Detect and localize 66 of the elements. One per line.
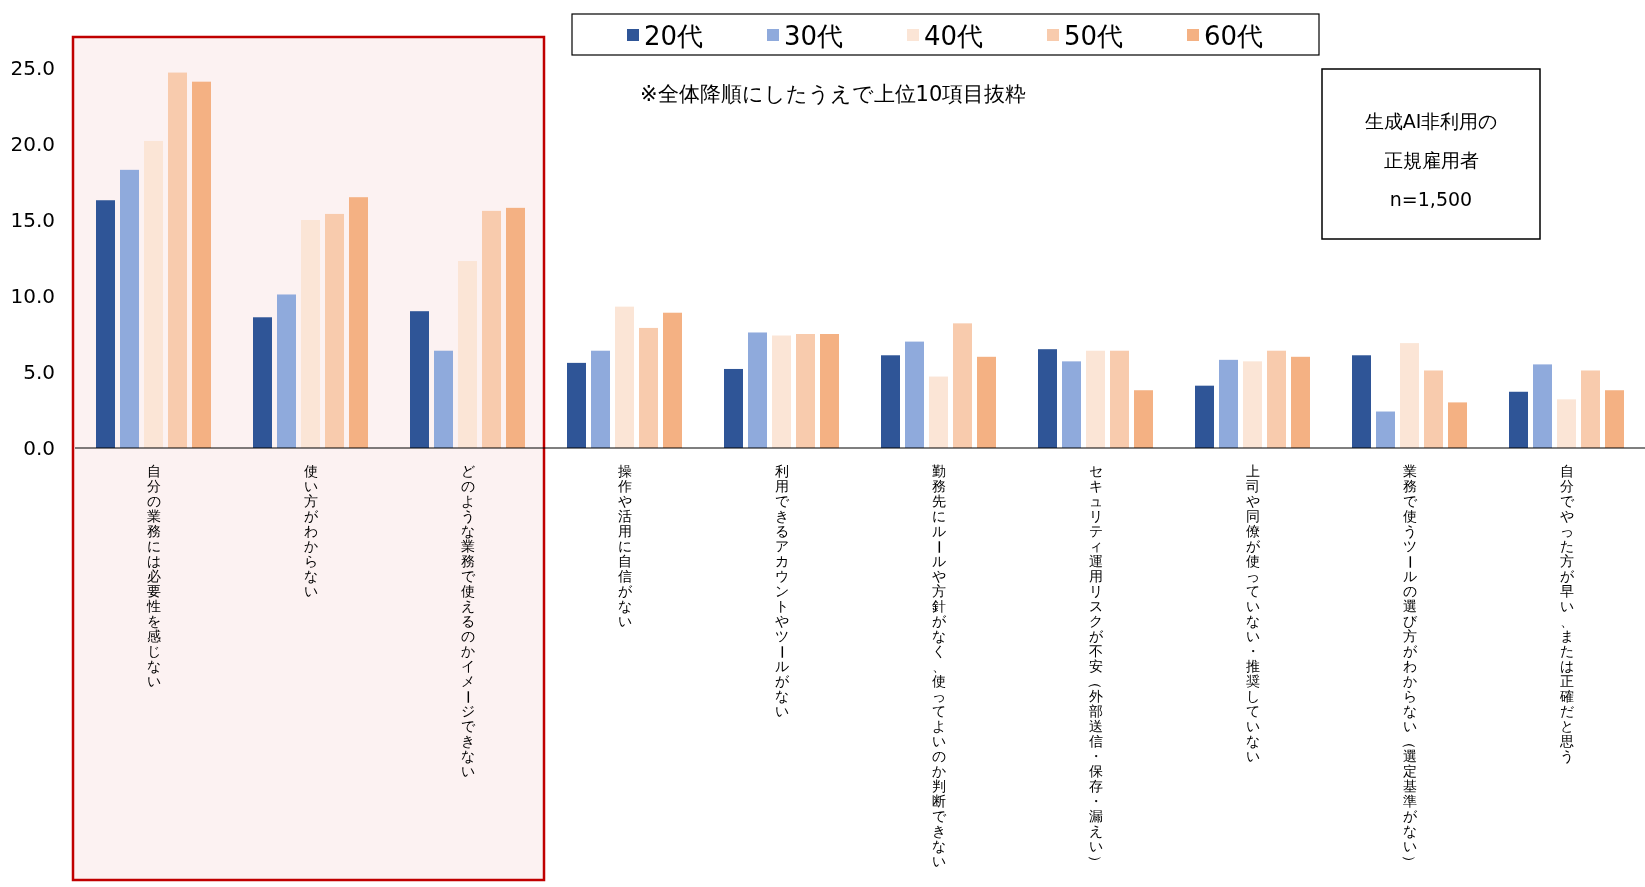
bar <box>434 350 453 448</box>
bar <box>977 356 996 448</box>
bar <box>458 261 477 448</box>
bar <box>1509 391 1528 448</box>
bar <box>1605 390 1624 448</box>
y-tick-label: 15.0 <box>10 208 55 232</box>
bar <box>301 220 320 448</box>
bar <box>120 169 139 448</box>
bar <box>1062 361 1081 448</box>
bar <box>192 81 211 448</box>
bar <box>1400 343 1419 448</box>
bar <box>96 200 115 448</box>
bar <box>1267 350 1286 448</box>
y-tick-label: 25.0 <box>10 56 55 80</box>
bar <box>410 311 429 448</box>
y-tick-label: 10.0 <box>10 284 55 308</box>
bar <box>1038 349 1057 448</box>
bar <box>639 327 658 448</box>
bar <box>1376 411 1395 448</box>
legend-label: 50代 <box>1064 21 1124 51</box>
bar <box>724 368 743 448</box>
bar <box>929 376 948 448</box>
annotation: 生成AI非利用の <box>1364 110 1498 132</box>
bar <box>1219 359 1238 448</box>
bar <box>1086 350 1105 448</box>
bar <box>1448 402 1467 448</box>
bar <box>506 207 525 448</box>
legend-label: 40代 <box>924 21 984 51</box>
bar <box>349 197 368 448</box>
y-tick-label: 5.0 <box>23 360 55 384</box>
bar <box>1533 364 1552 448</box>
bar <box>1243 361 1262 448</box>
y-tick-label: 20.0 <box>10 132 55 156</box>
bar <box>820 334 839 448</box>
bar <box>772 335 791 448</box>
bar <box>615 306 634 448</box>
annotation: n=1,500 <box>1389 188 1473 210</box>
legend-label: 60代 <box>1204 21 1264 51</box>
bar <box>1110 350 1129 448</box>
bar <box>663 312 682 448</box>
y-tick-label: 0.0 <box>23 436 55 460</box>
legend-label: 30代 <box>784 21 844 51</box>
bar <box>168 72 187 448</box>
annotation-box: 生成AI非利用の 正規雇用者 n=1,500 <box>1321 68 1541 240</box>
bar <box>1134 390 1153 448</box>
bar <box>591 350 610 448</box>
bar <box>277 294 296 448</box>
bar <box>881 355 900 448</box>
bar <box>325 213 344 448</box>
bar <box>1424 370 1443 448</box>
bar <box>905 341 924 448</box>
bar <box>1195 385 1214 448</box>
bar <box>567 362 586 448</box>
bar <box>748 332 767 448</box>
bar <box>1581 370 1600 448</box>
annotation: 正規雇用者 <box>1383 149 1479 171</box>
legend-label: 20代 <box>644 21 704 51</box>
bar <box>1291 356 1310 448</box>
bar <box>144 140 163 448</box>
bar <box>1557 399 1576 448</box>
annotation: ※全体降順にしたうえで上位10項目抜粋 <box>640 82 1027 106</box>
bar <box>482 210 501 448</box>
bar <box>1352 355 1371 448</box>
bar <box>253 317 272 448</box>
bar <box>796 334 815 448</box>
bar <box>953 323 972 448</box>
